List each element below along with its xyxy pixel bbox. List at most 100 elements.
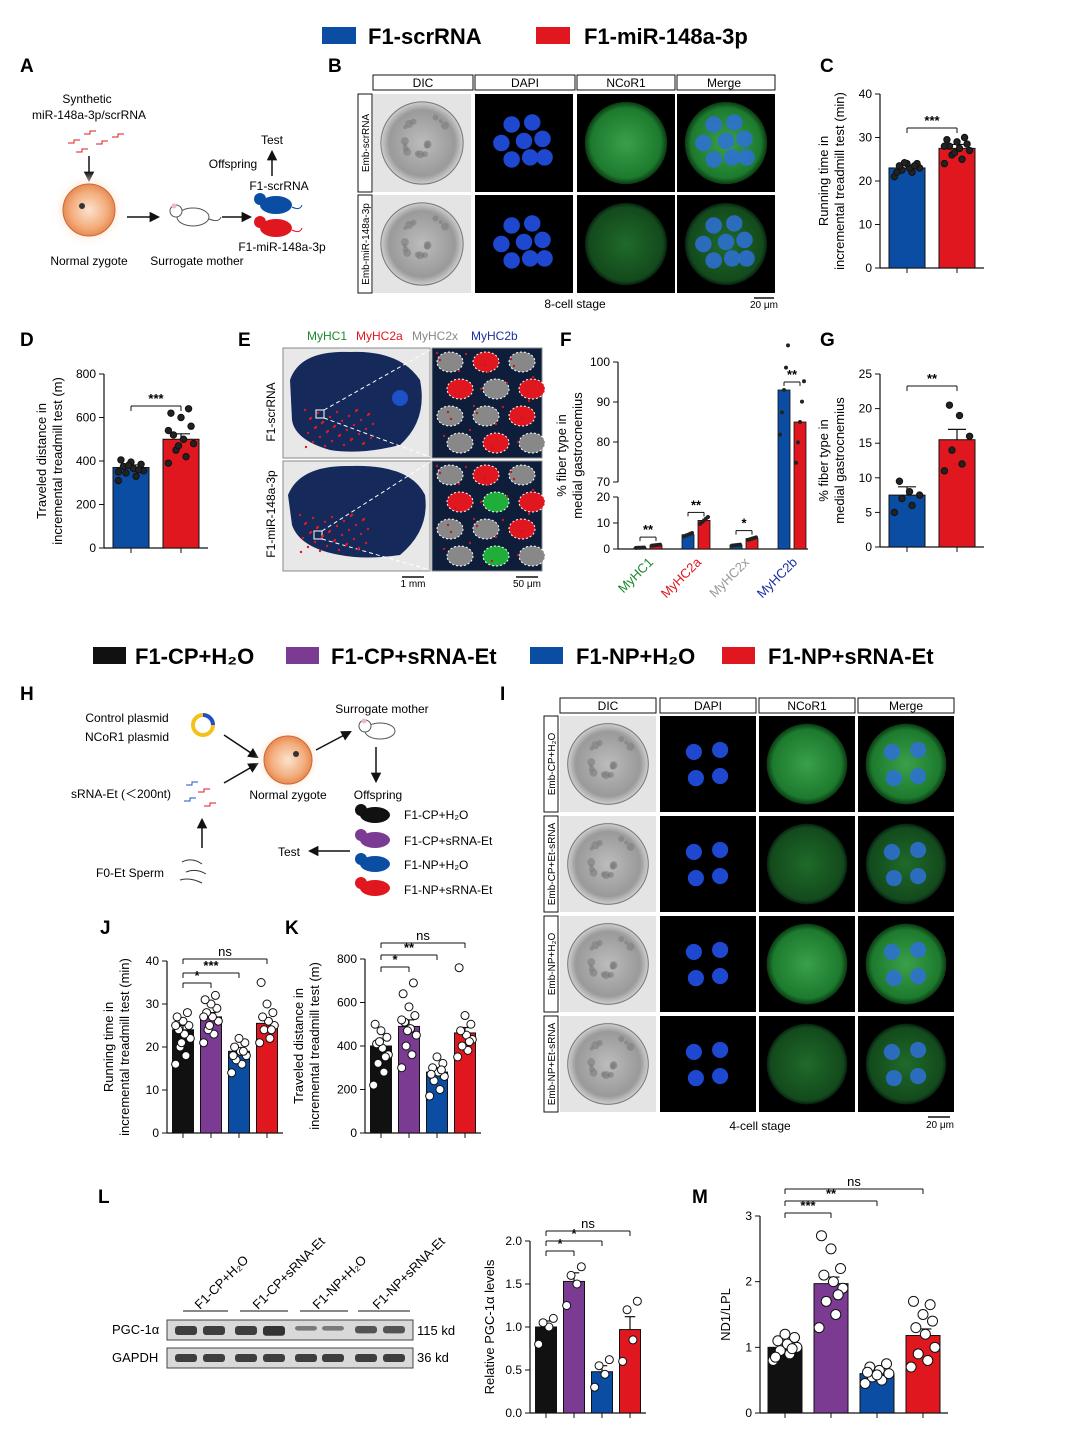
data-point	[905, 487, 914, 496]
muscle-fiber	[436, 464, 464, 486]
data-point	[182, 1008, 192, 1018]
section-speck	[335, 524, 339, 528]
data-point	[915, 491, 924, 499]
data-point	[376, 1026, 386, 1036]
red-speck	[464, 352, 468, 356]
data-point	[212, 1003, 222, 1013]
muscle-fiber	[508, 405, 536, 427]
data-point	[548, 1313, 558, 1323]
granule	[587, 1058, 596, 1067]
chart-l: 0.0 0.5 1.0 1.5 2.0 Relative PGC-1α levels * * n…	[482, 1216, 646, 1420]
scheme-h-group-2: F1-CP+sRNA-Et	[404, 834, 493, 848]
red-speck	[438, 471, 442, 475]
muscle-fiber	[518, 432, 546, 454]
red-speck	[446, 410, 450, 414]
y-tick-label: 20	[146, 1040, 160, 1054]
section-speck	[340, 419, 344, 423]
x-tick-label: MyHC1	[615, 555, 656, 596]
nucleus-dot	[736, 130, 753, 148]
granule	[626, 742, 635, 751]
data-point	[117, 456, 125, 464]
data-point	[187, 422, 195, 430]
data-point	[379, 1067, 389, 1077]
y-tick-label: 100	[590, 355, 610, 369]
red-speck	[494, 535, 498, 539]
section-speck	[321, 534, 325, 538]
data-point	[590, 1382, 600, 1392]
embryo-ncor1	[766, 823, 848, 905]
data-point	[411, 1030, 421, 1040]
red-speck	[475, 411, 479, 415]
stain-myhc2b: MyHC2b	[471, 329, 518, 343]
data-point	[171, 1021, 181, 1030]
y-tick-label: 0	[152, 1126, 159, 1140]
data-point	[199, 1012, 209, 1022]
significance-label: **	[927, 371, 938, 386]
section-speck	[330, 439, 334, 443]
section-speck	[359, 532, 363, 536]
micro-tile	[660, 916, 756, 1012]
data-point	[798, 420, 802, 424]
blot-band-pgc	[263, 1326, 285, 1336]
granule	[588, 1066, 595, 1073]
panel-b-col-ncor1: NCoR1	[606, 76, 646, 90]
nucleus-dot	[534, 130, 551, 148]
red-speck	[501, 518, 505, 522]
data-point	[398, 989, 408, 999]
red-speck	[523, 423, 527, 427]
nucleus-dot	[687, 970, 704, 987]
data-point	[266, 1025, 276, 1035]
nucleus-dot	[493, 134, 510, 152]
zygote-icon	[62, 183, 116, 237]
micro-tile	[660, 1016, 756, 1112]
data-point	[534, 1339, 544, 1349]
section-speck	[316, 525, 320, 529]
data-point	[426, 1069, 436, 1079]
nucleus-dot	[717, 132, 735, 150]
nucleus-dot	[717, 233, 735, 251]
y-axis-label: incremental treadmill test (min)	[832, 92, 847, 270]
data-point	[114, 476, 123, 485]
data-point	[818, 1269, 830, 1281]
red-speck	[509, 357, 513, 361]
significance-label: *	[392, 952, 398, 967]
granule	[626, 942, 635, 951]
data-point	[380, 1052, 390, 1062]
red-speck	[505, 494, 509, 498]
nucleus-dot	[685, 1043, 702, 1060]
blot-label-gapdh: GAPDH	[112, 1350, 158, 1365]
section-speck	[357, 432, 361, 436]
nucleus-dot	[521, 250, 539, 267]
data-point	[132, 472, 140, 480]
section-speck	[364, 427, 368, 431]
data-point	[910, 162, 919, 170]
embryo-ncor1	[766, 923, 848, 1005]
section-speck	[299, 550, 303, 554]
blot-band-gapdh	[175, 1354, 197, 1362]
panel-h-scheme: Control plasmid NCoR1 plasmid sRNA-Et (＜…	[71, 702, 493, 897]
panel-b-col-dapi: DAPI	[511, 76, 539, 90]
data-point	[919, 1328, 931, 1340]
red-speck	[446, 523, 450, 527]
blot-band-gapdh	[355, 1354, 377, 1362]
granule	[610, 865, 615, 870]
panel-b-scale: 20 μm	[750, 300, 778, 311]
panel-letter-d: D	[20, 330, 34, 351]
granule	[587, 958, 596, 967]
legend-label-scrrna: F1-scrRNA	[368, 24, 482, 49]
blot-band-pgc	[235, 1326, 257, 1335]
data-point	[205, 1021, 215, 1030]
panel-i-row-3: Emb-NP+H₂O	[547, 933, 558, 996]
y-tick-label: 80	[597, 435, 611, 449]
y-tick-label: 0	[865, 540, 872, 554]
granule	[587, 858, 596, 867]
section-speck	[337, 548, 341, 552]
data-point	[199, 1038, 209, 1048]
section-speck	[323, 444, 327, 448]
red-speck	[531, 488, 535, 492]
nucleus-dot	[883, 1043, 900, 1060]
legend-swatch-blue2	[530, 647, 563, 664]
data-point	[178, 1016, 188, 1026]
nucleus-dot	[493, 235, 510, 253]
